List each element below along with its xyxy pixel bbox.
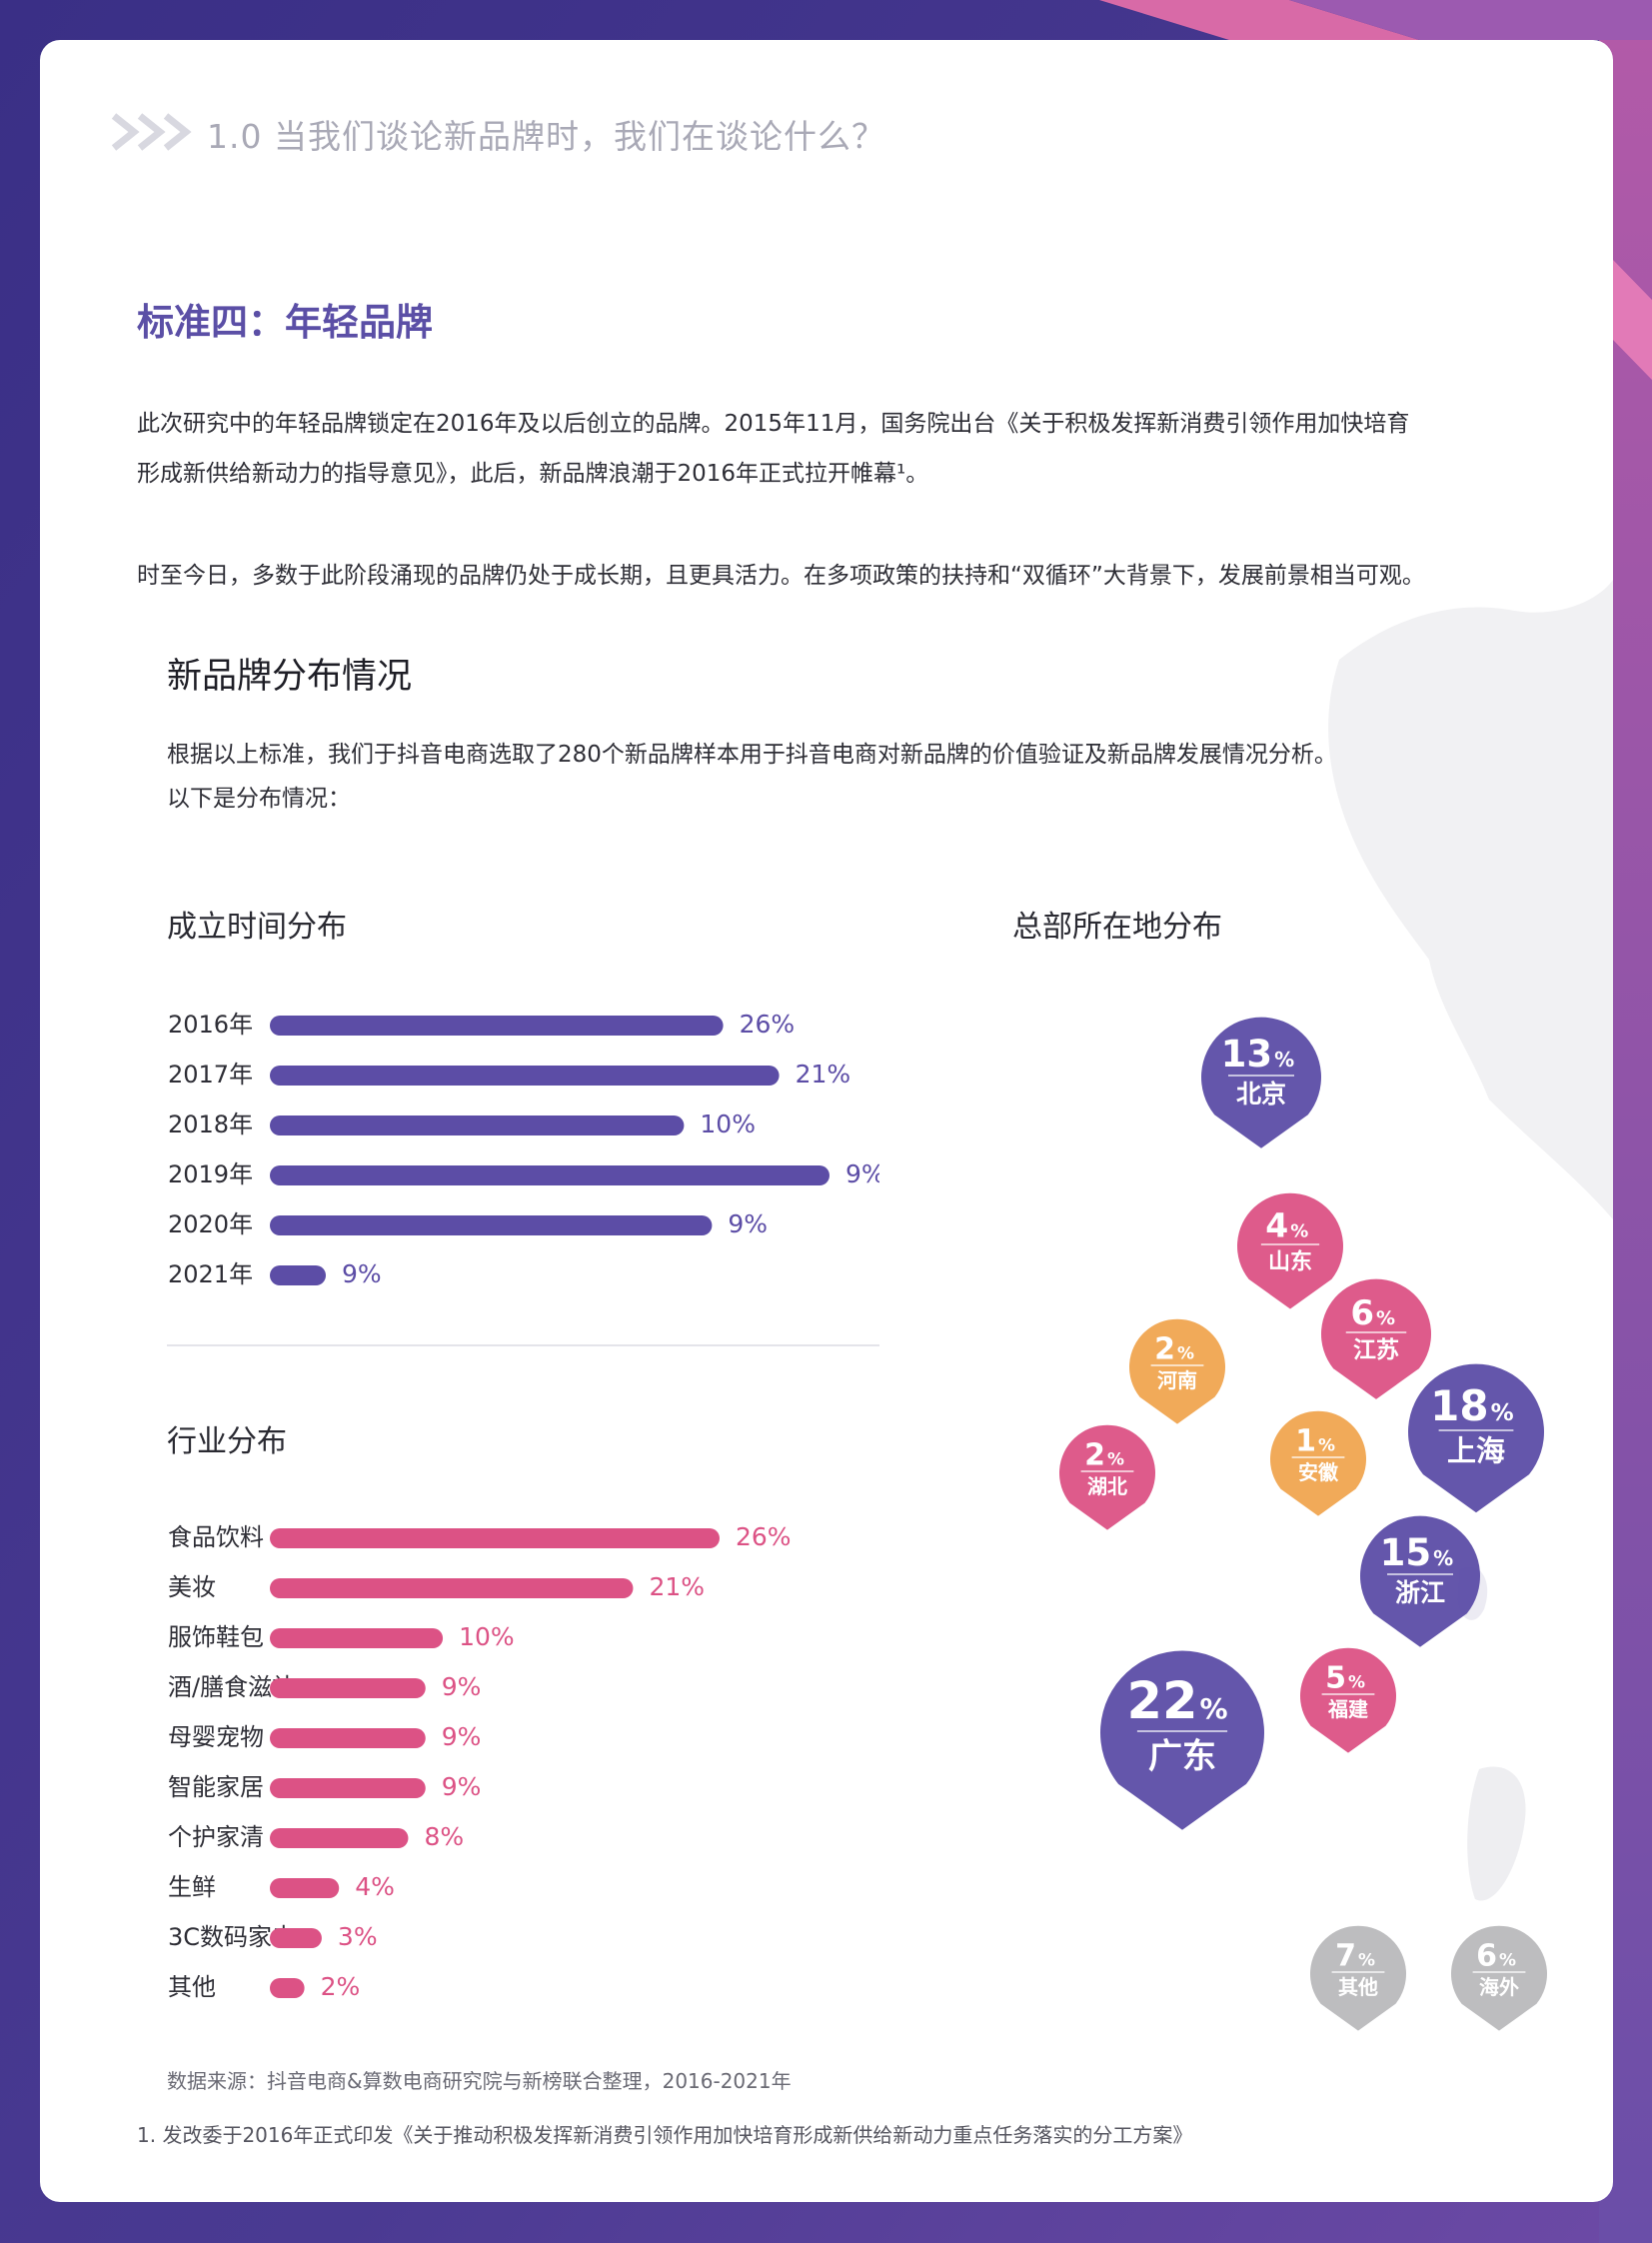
paragraph-line: 此次研究中的年轻品牌锁定在2016年及以后创立的品牌。2015年11月，国务院出…: [137, 411, 1410, 437]
value-label: 9%: [442, 1772, 482, 1801]
region-name: 河南: [1157, 1368, 1197, 1392]
bar: [270, 1728, 426, 1748]
category-label: 生鲜: [168, 1873, 216, 1901]
category-label: 2018年: [168, 1111, 253, 1138]
value-label: 8%: [424, 1822, 464, 1851]
category-label: 2019年: [168, 1160, 253, 1188]
category-label: 2016年: [168, 1011, 253, 1039]
value-label: 21%: [649, 1572, 705, 1601]
value-label: 9%: [342, 1259, 382, 1288]
location-pin: 22% 广东: [1100, 1650, 1264, 1830]
paragraph: 时至今日，多数于此阶段涌现的品牌仍处于成长期，且更具活力。在多项政策的扶持和“双…: [137, 563, 1425, 589]
footnote: 1. 发改委于2016年正式印发《关于推动积极发挥新消费引领作用加快培育形成新供…: [137, 2123, 1193, 2147]
bar: [270, 1678, 426, 1698]
map-background-icon: [1328, 580, 1613, 1901]
hq-map-title: 总部所在地分布: [1012, 910, 1222, 945]
bar: [270, 1016, 724, 1036]
category-label: 其他: [168, 1973, 216, 2001]
value-label: 10%: [459, 1622, 515, 1651]
data-source: 数据来源：抖音电商&算数电商研究院与新榜联合整理，2016-2021年: [167, 2069, 792, 2093]
region-name: 广东: [1148, 1736, 1216, 1776]
value-label: 10%: [700, 1110, 756, 1138]
time-chart-title: 成立时间分布: [167, 910, 347, 945]
value-label: 26%: [736, 1522, 792, 1551]
category-label: 个护家清: [168, 1823, 264, 1851]
location-pin: 2 %河南: [1129, 1318, 1226, 1424]
bar: [270, 1116, 685, 1135]
distribution-title: 新品牌分布情况: [167, 657, 413, 697]
region-name: 海外: [1479, 1975, 1519, 1999]
bar: [270, 1778, 426, 1798]
category-label: 智能家居: [168, 1773, 264, 1801]
region-percent: 22%: [1127, 1672, 1228, 1731]
bar: [270, 1878, 340, 1898]
report-page: 1.0 当我们谈论新品牌时，我们在谈论什么？ 标准四：年轻品牌 此次研究中的年轻…: [40, 40, 1613, 2202]
bar: [270, 1528, 720, 1548]
bar: [270, 1165, 829, 1185]
region-name: 湖北: [1087, 1474, 1127, 1498]
value-label: 26%: [740, 1010, 796, 1039]
region-percent: 2%: [1084, 1437, 1124, 1472]
value-label: 9%: [845, 1159, 879, 1188]
value-label: 21%: [796, 1060, 851, 1089]
distribution-description: 根据以上标准，我们于抖音电商选取了280个新品牌样本用于抖音电商对新品牌的价值验…: [167, 742, 1337, 768]
section-title: 标准四：年轻品牌: [137, 301, 433, 344]
value-label: 9%: [728, 1209, 768, 1238]
industry-chart-title: 行业分布: [167, 1424, 287, 1459]
founding-year-bar-chart: 2016年 26% 2017年 21% 2018年 10% 2019年 9% 2020年 9% 20…: [168, 1010, 879, 1288]
category-label: 2017年: [168, 1061, 253, 1089]
value-label: 4%: [355, 1872, 395, 1901]
region-percent: 7%: [1335, 1938, 1375, 1973]
distribution-description: 以下是分布情况：: [167, 786, 351, 812]
category-label: 2020年: [168, 1210, 253, 1238]
chapter-header: 1.0 当我们谈论新品牌时，我们在谈论什么？: [207, 117, 885, 156]
location-pin: 2 %湖北: [1059, 1424, 1155, 1530]
region-percent: 2%: [1154, 1331, 1194, 1366]
region-name: 其他: [1338, 1975, 1378, 1999]
industry-bar-chart: 食品饮料 26%美妆 21%服饰鞋包 10%酒/膳食滋补 9%母婴宠物 9%智能家居 9%个…: [168, 1522, 792, 2001]
bar: [270, 1215, 713, 1235]
value-label: 2%: [321, 1972, 361, 2001]
bar: [270, 1066, 780, 1086]
divider: [167, 1344, 879, 1346]
category-label: 美妆: [168, 1573, 216, 1601]
location-pin: 7 %其他: [1310, 1925, 1407, 2031]
bar: [270, 1265, 326, 1285]
category-label: 服饰鞋包: [168, 1623, 264, 1651]
value-label: 3%: [338, 1922, 378, 1951]
bar: [270, 1978, 305, 1998]
category-label: 2021年: [168, 1260, 253, 1288]
paragraph-line: 形成新供给新动力的指导意见》，此后，新品牌浪潮于2016年正式拉开帷幕¹。: [137, 461, 929, 487]
bar: [270, 1578, 634, 1598]
bar: [270, 1628, 444, 1648]
value-label: 9%: [442, 1672, 482, 1701]
region-percent: 6%: [1476, 1938, 1516, 1973]
chevron-right-icon: [111, 113, 192, 151]
value-label: 9%: [442, 1722, 482, 1751]
category-label: 母婴宠物: [168, 1723, 264, 1751]
bar: [270, 1828, 409, 1848]
bar: [270, 1928, 322, 1948]
location-pin: 6 %海外: [1451, 1925, 1547, 2031]
category-label: 食品饮料: [168, 1523, 264, 1551]
